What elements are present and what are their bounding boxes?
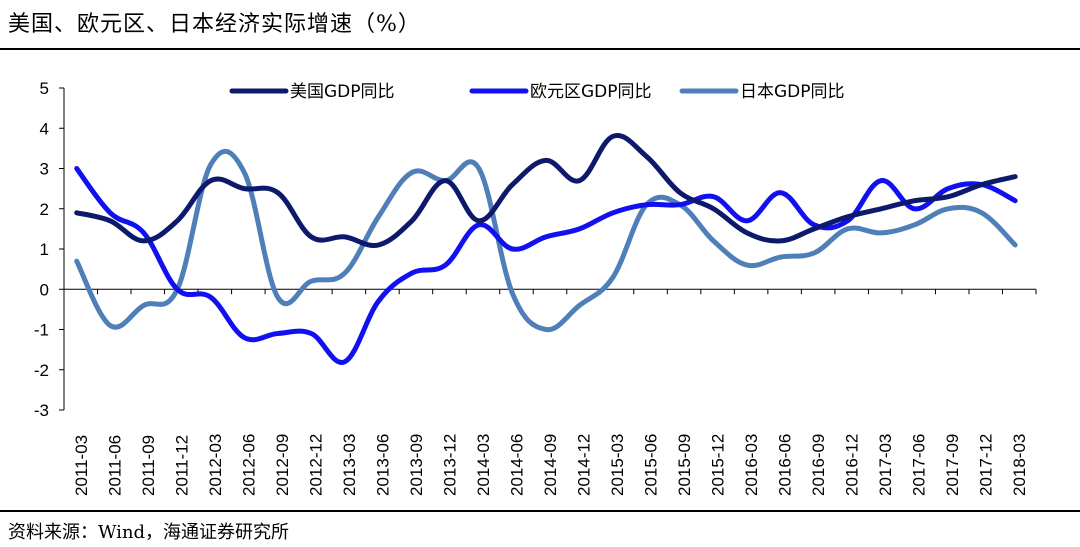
y-tick-label: 3 (40, 160, 49, 179)
x-tick-label: 2011-09 (139, 435, 158, 496)
x-tick-label: 2013-06 (373, 434, 392, 496)
x-tick-label: 2014-09 (541, 434, 560, 496)
x-tick-label: 2015-09 (675, 434, 694, 496)
y-tick-label: -1 (34, 321, 49, 340)
source-divider (0, 510, 1080, 512)
x-tick-label: 2014-06 (507, 434, 526, 496)
title-divider (0, 48, 1080, 50)
y-tick-label: -2 (34, 361, 49, 380)
x-tick-label: 2016-12 (843, 434, 862, 496)
x-tick-label: 2015-03 (608, 434, 627, 496)
series-line-1 (74, 133, 1018, 249)
x-tick-label: 2012-03 (206, 434, 225, 496)
chart-legend: 美国GDP同比 欧元区GDP同比 日本GDP同比 (229, 82, 845, 102)
x-tick-label: 2017-03 (876, 434, 895, 496)
x-tick-label: 2013-09 (407, 434, 426, 496)
y-tick-label: 1 (40, 240, 49, 259)
x-tick-label: 2015-12 (709, 434, 728, 496)
chart-axes (59, 87, 1037, 411)
y-axis-labels: 5 4 3 2 1 0 -1 -2 -3 (34, 79, 49, 420)
y-tick-label: 2 (40, 200, 49, 219)
legend-label-3: 日本GDP同比 (740, 82, 845, 102)
x-tick-label: 2012-12 (306, 434, 325, 496)
x-tick-label: 2012-09 (273, 434, 292, 496)
x-tick-label: 2016-09 (809, 434, 828, 496)
x-tick-label: 2018-03 (1010, 434, 1029, 496)
x-tick-label: 2017-09 (943, 434, 962, 496)
x-tick-label: 2013-03 (340, 434, 359, 496)
y-tick-label: 5 (40, 79, 49, 98)
series-lines (74, 133, 1018, 365)
x-tick-label: 2011-03 (72, 435, 91, 496)
x-tick-label: 2011-06 (105, 435, 124, 496)
x-axis-labels: 2011-03 2011-06 2011-09 2011-12 2012-03 2012-… (72, 434, 1029, 496)
y-tick-label: -3 (34, 401, 49, 420)
x-tick-label: 2011-12 (172, 435, 191, 496)
x-tick-label: 2016-06 (776, 434, 795, 496)
x-tick-label: 2016-03 (742, 434, 761, 496)
x-tick-label: 2012-06 (239, 434, 258, 496)
chart-title: 美国、欧元区、日本经济实际增速（%） (8, 12, 421, 37)
legend-label-1: 美国GDP同比 (290, 82, 395, 102)
legend-label-2: 欧元区GDP同比 (530, 82, 652, 102)
y-tick-label: 0 (40, 280, 49, 299)
x-tick-label: 2014-03 (474, 434, 493, 496)
y-tick-label: 4 (40, 119, 49, 138)
x-tick-label: 2017-06 (910, 434, 929, 496)
x-tick-label: 2013-12 (440, 434, 459, 496)
x-tick-label: 2017-12 (977, 434, 996, 496)
series-line-2 (74, 166, 1018, 365)
x-tick-label: 2015-06 (642, 434, 661, 496)
x-tick-label: 2014-12 (575, 434, 594, 496)
series-line-3 (74, 149, 1018, 333)
source-note: 资料来源：Wind，海通证券研究所 (8, 522, 290, 543)
